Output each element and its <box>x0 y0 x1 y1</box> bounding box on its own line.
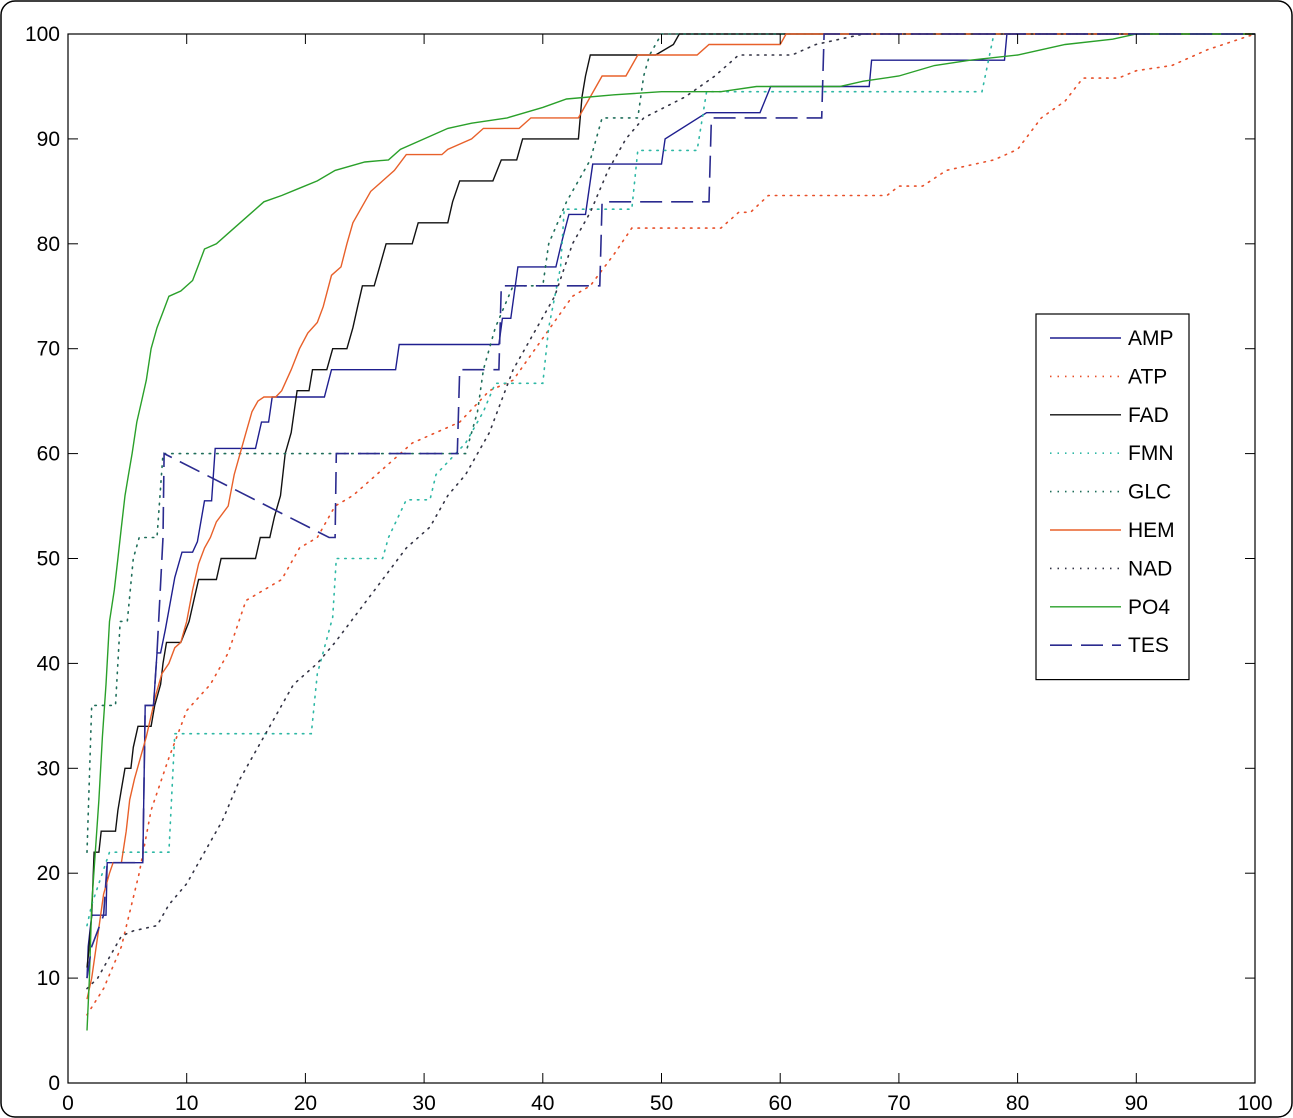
x-tick-label: 0 <box>62 1092 74 1115</box>
series-lines <box>86 33 1255 1031</box>
y-tick-label: 80 <box>37 233 60 256</box>
x-tick-label: 70 <box>887 1092 910 1115</box>
x-tick-label: 40 <box>531 1092 554 1115</box>
y-tick-label: 0 <box>48 1072 60 1095</box>
y-tick-label: 50 <box>37 548 60 571</box>
series-line-tes <box>86 33 1255 979</box>
x-tick-label: 90 <box>1125 1092 1148 1115</box>
legend-label-atp: ATP <box>1128 365 1167 388</box>
x-tick-label: 60 <box>769 1092 792 1115</box>
x-tick-label: 50 <box>650 1092 673 1115</box>
series-line-fmn <box>86 33 1255 927</box>
legend-label-fmn: FMN <box>1128 442 1174 465</box>
y-tick-label: 60 <box>37 443 60 466</box>
legend: AMP ATP FAD FMN GLC HEM NAD PO4 TES <box>1035 313 1190 681</box>
series-line-hem <box>86 33 1255 1000</box>
x-tick-label: 30 <box>412 1092 435 1115</box>
series-line-glc <box>86 33 1255 854</box>
legend-label-tes: TES <box>1128 634 1169 657</box>
y-tick-label: 90 <box>37 128 60 151</box>
legend-label-hem: HEM <box>1128 519 1175 542</box>
legend-label-nad: NAD <box>1128 557 1172 580</box>
y-tick-label: 40 <box>37 652 60 675</box>
x-tick-label: 10 <box>175 1092 198 1115</box>
legend-label-amp: AMP <box>1128 327 1174 350</box>
axes: 0 10 20 30 40 50 60 70 80 90 100 0 10 20 30 40 50 60 70 80 9… <box>25 23 1273 1115</box>
legend-label-po4: PO4 <box>1128 596 1170 619</box>
y-tick-label: 70 <box>37 338 60 361</box>
y-tick-label: 20 <box>37 862 60 885</box>
y-tick-label: 10 <box>37 967 60 990</box>
series-line-amp <box>86 33 1255 979</box>
series-line-atp <box>86 33 1255 1016</box>
x-tick-label: 20 <box>294 1092 317 1115</box>
legend-label-fad: FAD <box>1128 404 1169 427</box>
legend-label-glc: GLC <box>1128 481 1171 504</box>
x-tick-label: 80 <box>1006 1092 1029 1115</box>
series-line-fad <box>86 33 1255 968</box>
x-tick-label: 100 <box>1237 1092 1272 1115</box>
y-tick-label: 30 <box>37 757 60 780</box>
y-tick-label: 100 <box>25 23 60 46</box>
legend-box <box>1035 313 1190 681</box>
series-line-po4 <box>86 33 1255 1031</box>
